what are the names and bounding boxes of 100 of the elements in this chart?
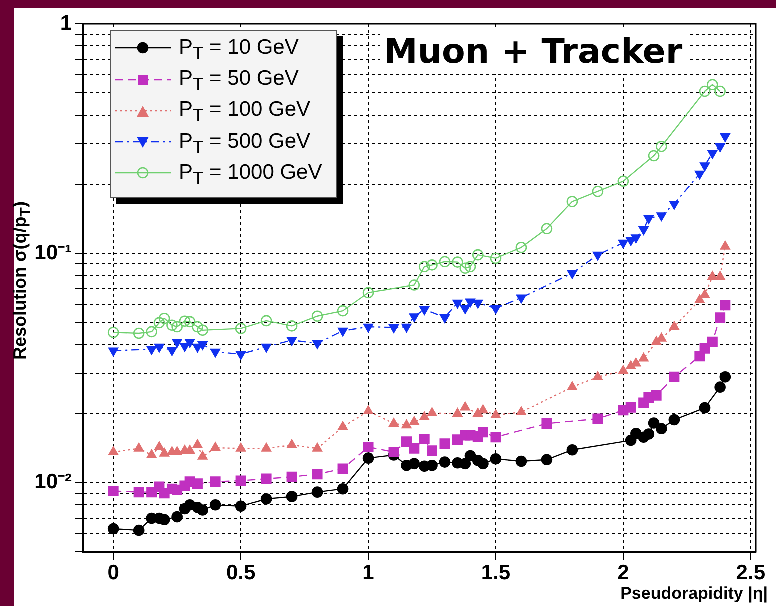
point — [669, 201, 680, 210]
x-axis-title: Pseudorapidity |η| — [620, 584, 768, 604]
point — [166, 320, 178, 332]
point — [210, 442, 221, 452]
point — [720, 133, 730, 142]
point — [362, 287, 374, 299]
legend-label: P$_{T}$ = 50 GeV — [179, 67, 299, 94]
point — [167, 347, 178, 356]
point — [669, 372, 680, 382]
point — [179, 316, 191, 327]
point — [389, 418, 399, 427]
point — [439, 456, 451, 468]
point — [158, 312, 170, 324]
point — [402, 324, 412, 333]
point — [656, 333, 667, 342]
point — [694, 170, 705, 180]
point — [338, 422, 348, 430]
point — [542, 418, 552, 430]
point — [363, 442, 374, 453]
point — [146, 326, 158, 338]
point — [700, 290, 710, 298]
point — [452, 300, 463, 309]
point — [700, 343, 710, 354]
point — [592, 372, 603, 380]
point — [261, 474, 272, 484]
point — [618, 176, 630, 188]
point — [108, 523, 120, 535]
point — [618, 365, 628, 374]
point — [460, 402, 470, 411]
point — [337, 483, 349, 495]
point — [262, 344, 272, 353]
point — [419, 434, 430, 444]
point — [146, 346, 157, 356]
point — [626, 402, 636, 413]
point — [154, 344, 164, 353]
chart-title: Muon + Tracker — [380, 30, 687, 74]
point — [262, 443, 272, 452]
legend-label: P$_{T}$ = 1000 GeV — [179, 160, 322, 188]
point — [648, 150, 660, 162]
point — [651, 390, 662, 401]
point — [592, 186, 604, 198]
point — [260, 315, 272, 327]
point — [192, 321, 204, 333]
point — [644, 215, 654, 224]
point — [472, 249, 484, 261]
point — [638, 226, 649, 236]
point — [133, 524, 145, 536]
point — [452, 256, 464, 268]
point — [236, 476, 246, 486]
point — [409, 314, 420, 322]
point — [541, 454, 553, 466]
point — [286, 472, 298, 482]
point — [648, 418, 660, 429]
point — [656, 212, 667, 222]
point — [541, 223, 553, 235]
legend-label: P$_{T}$ = 10 GeV — [179, 36, 299, 64]
point — [108, 326, 120, 338]
point — [567, 270, 578, 280]
point — [700, 162, 710, 172]
point — [478, 427, 488, 438]
point — [197, 324, 208, 336]
point — [708, 150, 718, 160]
point — [146, 450, 157, 458]
point — [714, 86, 726, 98]
point — [312, 486, 324, 498]
point — [402, 420, 412, 429]
point — [362, 452, 374, 464]
point — [478, 404, 488, 414]
point — [409, 416, 420, 426]
point — [566, 196, 578, 208]
point — [699, 86, 711, 98]
point — [312, 443, 323, 452]
point — [197, 504, 208, 516]
point — [478, 458, 489, 470]
y-tick-label: 1 — [60, 12, 72, 35]
x-tick-label: 0.5 — [226, 561, 256, 584]
point — [172, 339, 182, 348]
point — [426, 260, 438, 271]
point — [439, 256, 451, 268]
point — [184, 316, 196, 328]
point — [134, 443, 144, 452]
point — [198, 341, 208, 350]
point — [567, 382, 578, 390]
point — [210, 500, 222, 511]
point — [418, 261, 430, 273]
point — [699, 402, 711, 414]
point — [236, 351, 246, 360]
point — [337, 305, 349, 317]
point — [286, 320, 298, 332]
point — [638, 353, 649, 362]
point — [720, 372, 732, 383]
y-tick-label: 10⁻² — [34, 470, 72, 494]
point — [715, 312, 726, 324]
point — [389, 324, 399, 334]
point — [172, 446, 182, 456]
point — [427, 446, 438, 456]
point — [364, 324, 374, 333]
point — [592, 252, 603, 261]
point — [108, 348, 119, 357]
point — [426, 460, 438, 472]
